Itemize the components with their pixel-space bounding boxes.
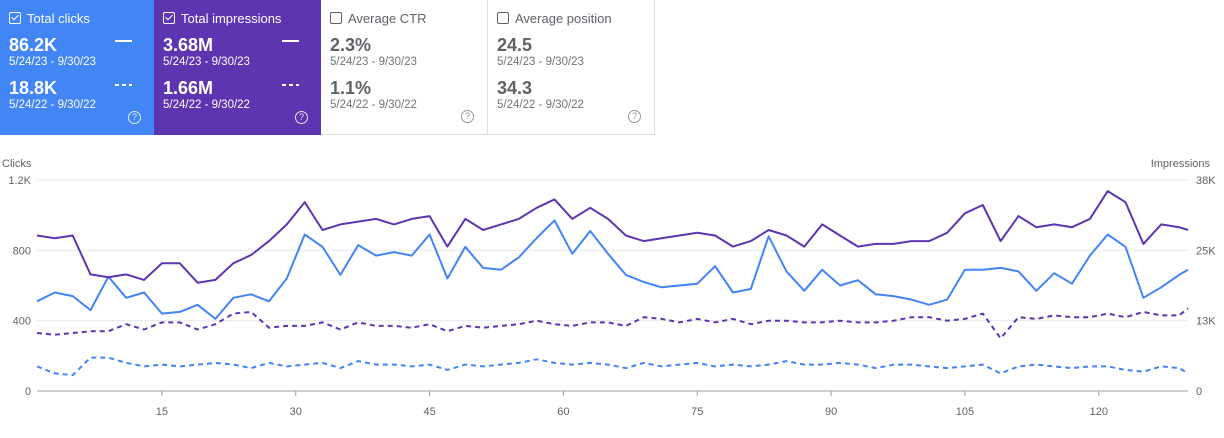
y2-axis-title-impressions: Impressions	[1151, 158, 1211, 170]
metric-label: Total clicks	[27, 10, 90, 26]
help-icon[interactable]: ?	[128, 111, 141, 124]
metric-previous-value: 1.66M	[163, 78, 214, 98]
metric-current-range: 5/24/23 - 9/30/23	[497, 56, 584, 68]
metric-current-value: 24.5	[497, 35, 533, 55]
y2-tick-label: 0	[1196, 386, 1202, 398]
help-icon[interactable]: ?	[295, 111, 308, 124]
metric-previous-range: 5/24/22 - 9/30/22	[497, 99, 584, 111]
performance-chart: Clicks Impressions 0 0 400 13K 800 25K 1.2K 38K 15…	[2, 158, 1216, 418]
metric-current-value: 86.2K	[9, 35, 58, 55]
help-icon[interactable]: ?	[461, 110, 474, 123]
dashed-line-legend-icon	[115, 84, 132, 86]
series-line-3	[36, 356, 1189, 377]
metric-card-header: Total clicks	[9, 9, 154, 27]
metric-current-range: 5/24/23 - 9/30/23	[9, 56, 96, 68]
metric-current-value: 3.68M	[163, 35, 214, 55]
x-tick-label: 75	[691, 406, 703, 418]
solid-line-legend-icon	[115, 40, 132, 42]
metric-label: Average position	[515, 10, 612, 26]
metric-previous-range: 5/24/22 - 9/30/22	[330, 99, 417, 111]
help-icon[interactable]: ?	[628, 110, 641, 123]
metric-cards: Total clicks 86.2K 5/24/23 - 9/30/23 18.…	[0, 0, 655, 135]
y-tick-label: 400	[13, 316, 31, 328]
metric-current-value: 2.3%	[330, 35, 372, 55]
x-tick-label: 45	[423, 406, 435, 418]
x-tick-label: 60	[557, 406, 569, 418]
metric-previous-value: 18.8K	[9, 78, 58, 98]
checkbox-unchecked-icon[interactable]	[497, 12, 509, 24]
metric-previous-range: 5/24/22 - 9/30/22	[9, 99, 96, 111]
series-line-2	[36, 307, 1189, 340]
x-tick-label: 90	[825, 406, 837, 418]
metric-card-header: Average position	[497, 9, 654, 27]
metric-card-header: Total impressions	[163, 9, 321, 27]
metric-previous-value: 1.1%	[330, 78, 372, 98]
y-tick-label: 1.2K	[8, 175, 31, 187]
checkbox-unchecked-icon[interactable]	[330, 12, 342, 24]
metric-card-average-ctr[interactable]: Average CTR 2.3% 5/24/23 - 9/30/23 1.1% …	[321, 0, 488, 135]
y-tick-label: 0	[25, 386, 31, 398]
metric-label: Total impressions	[181, 10, 282, 26]
metric-previous-value: 34.3	[497, 78, 533, 98]
metric-label: Average CTR	[348, 10, 427, 26]
checkbox-checked-icon[interactable]	[163, 12, 175, 24]
metric-card-header: Average CTR	[330, 9, 487, 27]
metric-card-total-impressions[interactable]: Total impressions 3.68M 5/24/23 - 9/30/2…	[154, 0, 321, 135]
series-line-1	[36, 190, 1189, 284]
y2-tick-label: 38K	[1196, 175, 1216, 187]
y2-tick-label: 13K	[1196, 316, 1216, 328]
metric-card-total-clicks[interactable]: Total clicks 86.2K 5/24/23 - 9/30/23 18.…	[0, 0, 154, 135]
x-tick-label: 30	[290, 406, 302, 418]
metric-current-range: 5/24/23 - 9/30/23	[163, 56, 250, 68]
dashed-line-legend-icon	[282, 84, 299, 86]
metric-card-average-position[interactable]: Average position 24.5 5/24/23 - 9/30/23 …	[488, 0, 655, 135]
x-tick-label: 105	[956, 406, 974, 418]
metric-current-range: 5/24/23 - 9/30/23	[330, 56, 417, 68]
y2-tick-label: 25K	[1196, 245, 1216, 257]
y-axis-title-clicks: Clicks	[2, 158, 32, 170]
metric-previous-range: 5/24/22 - 9/30/22	[163, 99, 250, 111]
x-tick-label: 15	[156, 406, 168, 418]
solid-line-legend-icon	[282, 40, 299, 42]
series-line-0	[36, 219, 1189, 320]
checkbox-checked-icon[interactable]	[9, 12, 21, 24]
y-tick-label: 800	[13, 245, 31, 257]
x-tick-label: 120	[1090, 406, 1108, 418]
